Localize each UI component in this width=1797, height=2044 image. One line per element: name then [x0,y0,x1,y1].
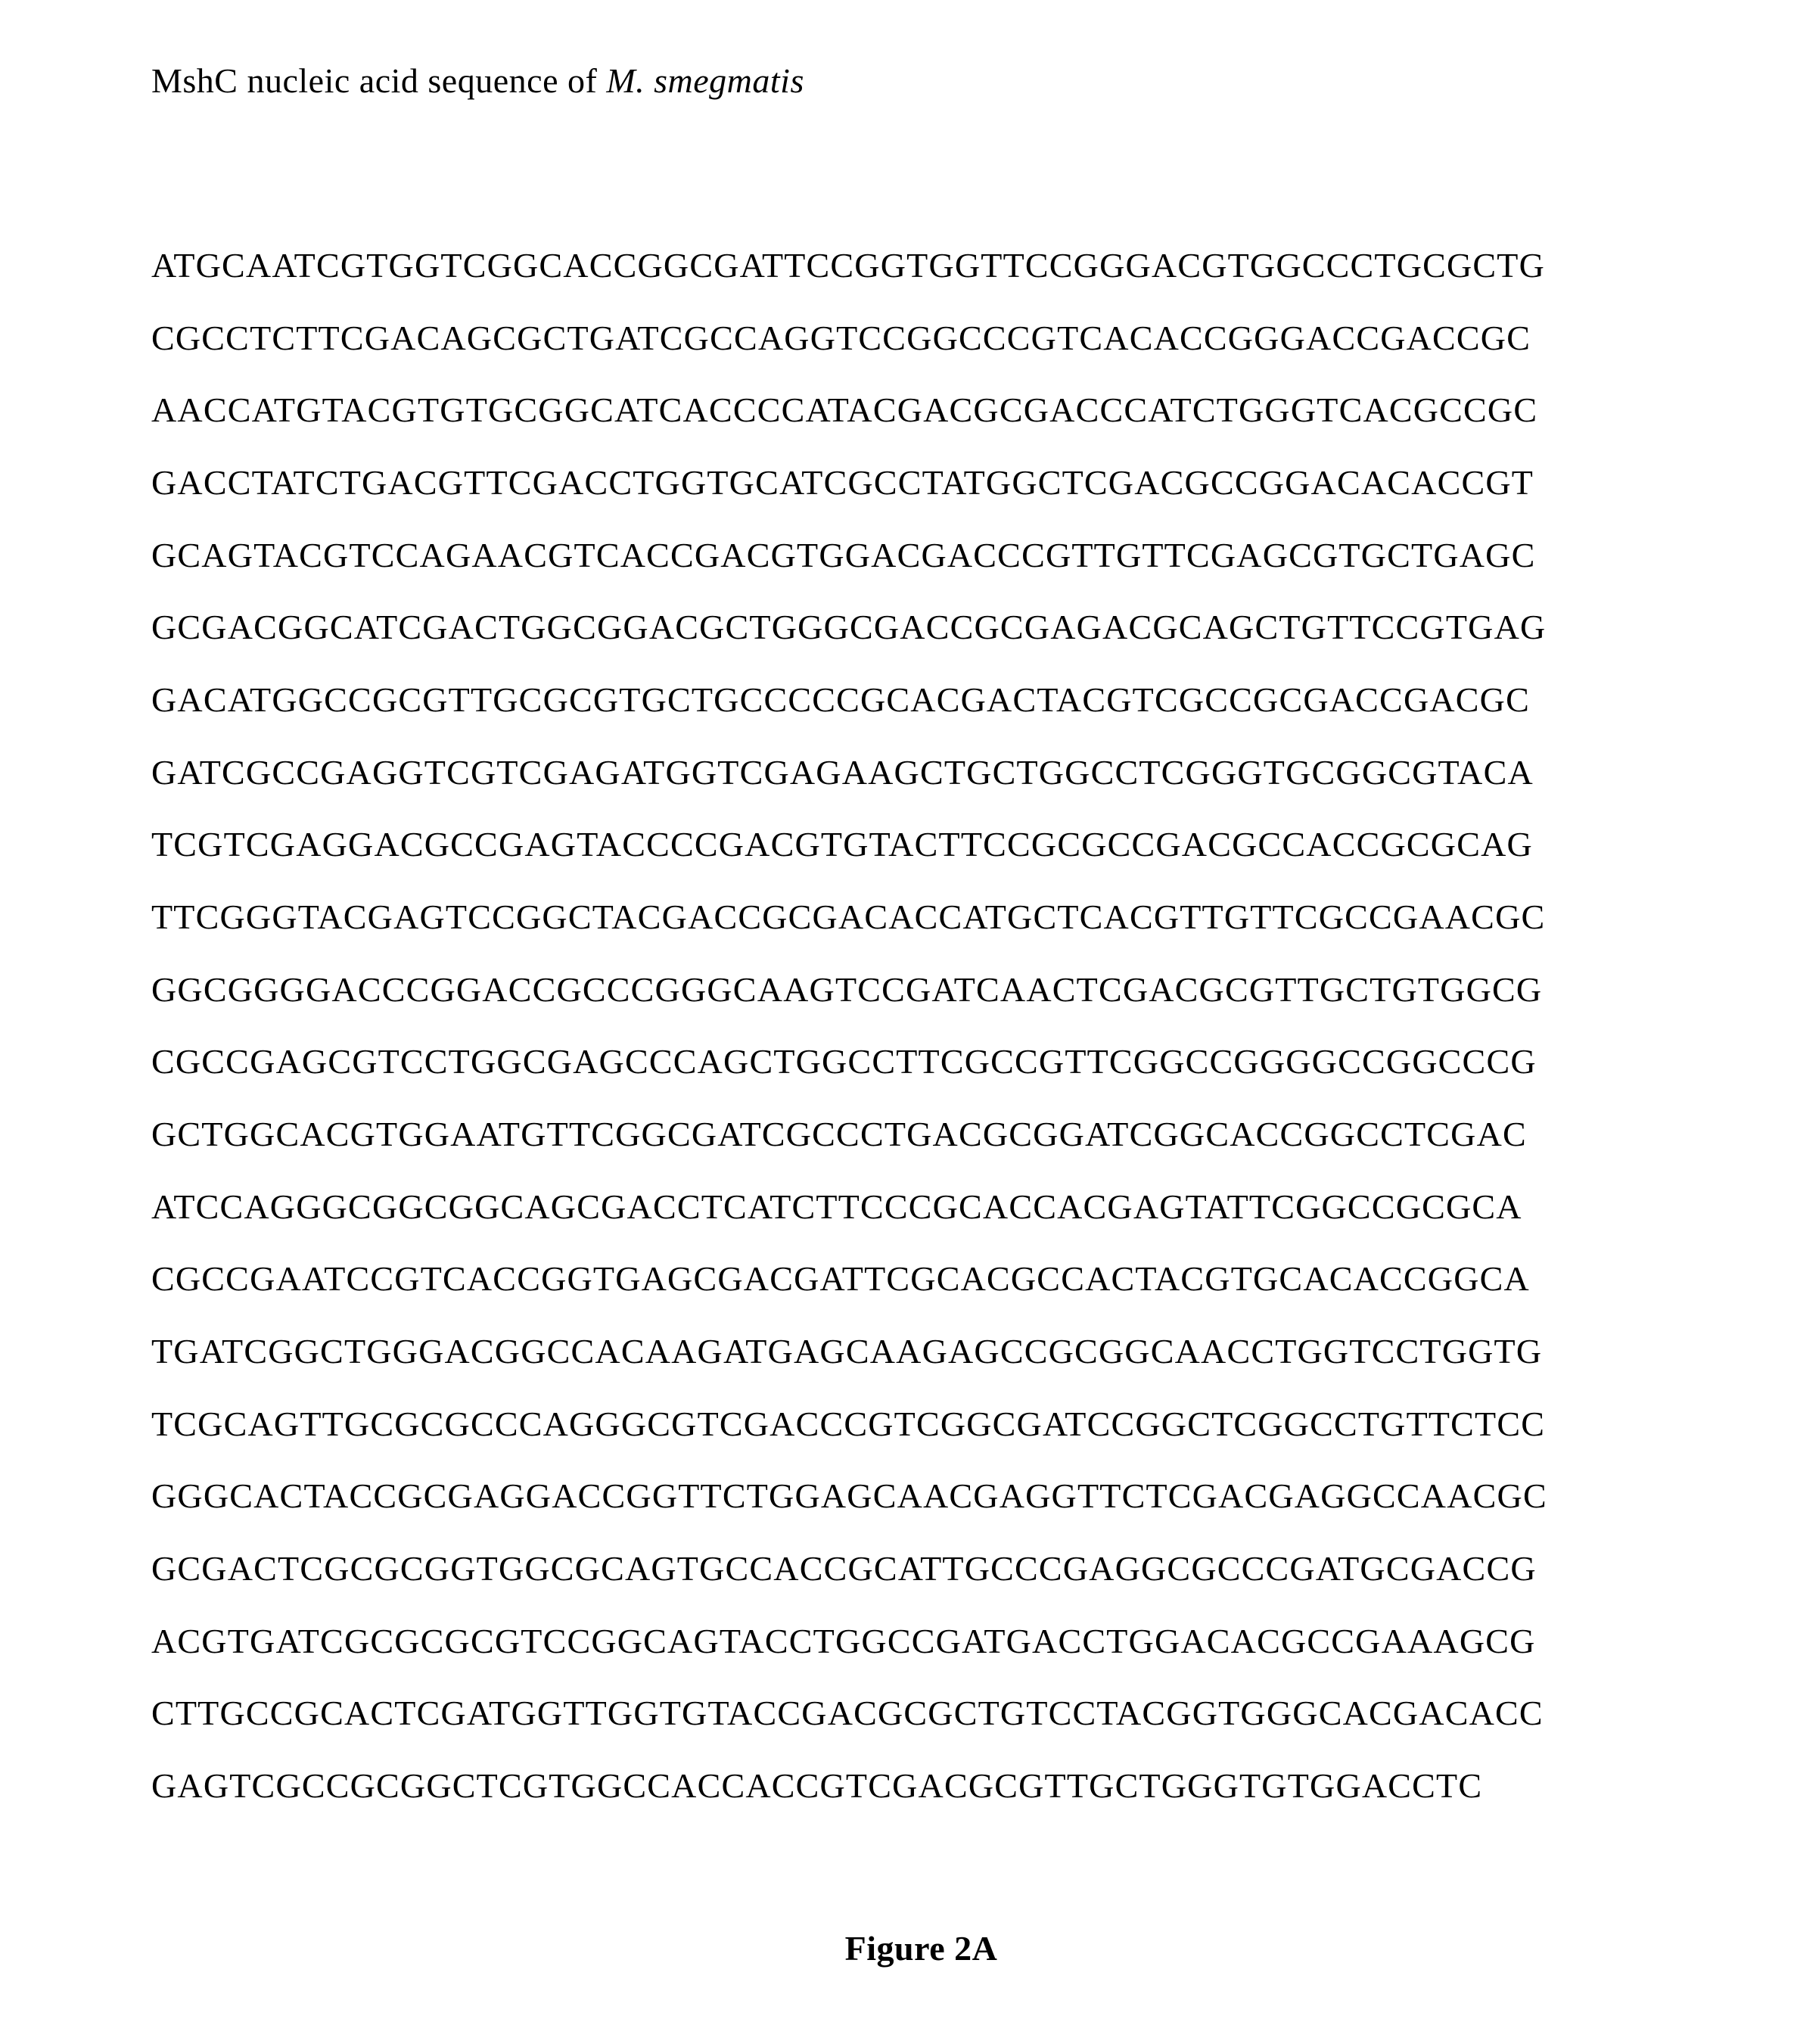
sequence-row: GGGCACTACCGCGAGGACCGGTTCTGGAGCAACGAGGTTC… [151,1460,1691,1532]
sequence-row: GATCGCCGAGGTCGTCGAGATGGTCGAGAAGCTGCTGGCC… [151,736,1691,809]
figure-label: Figure 2A [151,1928,1691,1968]
title-prefix: MshC nucleic acid sequence of [151,61,606,100]
sequence-row: GACATGGCCGCGTTGCGCGTGCTGCCCCCGCACGACTACG… [151,664,1691,736]
sequence-row: TCGTCGAGGACGCCGAGTACCCCGACGTGTACTTCCGCGC… [151,808,1691,881]
title-line: MshC nucleic acid sequence of M. smegmat… [151,61,1691,101]
sequence-row: GCGACTCGCGCGGTGGCGCAGTGCCACCGCATTGCCCGAG… [151,1532,1691,1605]
sequence-row: GACCTATCTGACGTTCGACCTGGTGCATCGCCTATGGCTC… [151,446,1691,519]
sequence-row: ATCCAGGGCGGCGGCAGCGACCTCATCTTCCCGCACCACG… [151,1171,1691,1243]
sequence-row: GCGACGGCATCGACTGGCGGACGCTGGGCGACCGCGAGAC… [151,591,1691,664]
sequence-row: CTTGCCGCACTCGATGGTTGGTGTACCGACGCGCTGTCCT… [151,1677,1691,1750]
sequence-row: GCTGGCACGTGGAATGTTCGGCGATCGCCCTGACGCGGAT… [151,1098,1691,1171]
sequence-block: ATGCAATCGTGGTCGGCACCGGCGATTCCGGTGGTTCCGG… [151,229,1691,1822]
sequence-row: ATGCAATCGTGGTCGGCACCGGCGATTCCGGTGGTTCCGG… [151,229,1691,302]
sequence-row: CGCCGAATCCGTCACCGGTGAGCGACGATTCGCACGCCAC… [151,1243,1691,1315]
sequence-row: GAGTCGCCGCGGCTCGTGGCCACCACCGTCGACGCGTTGC… [151,1750,1691,1822]
sequence-row: CGCCGAGCGTCCTGGCGAGCCCAGCTGGCCTTCGCCGTTC… [151,1025,1691,1098]
sequence-row: TGATCGGCTGGGACGGCCACAAGATGAGCAAGAGCCGCGG… [151,1315,1691,1388]
sequence-row: TCGCAGTTGCGCGCCCAGGGCGTCGACCCGTCGGCGATCC… [151,1388,1691,1461]
sequence-row: TTCGGGTACGAGTCCGGCTACGACCGCGACACCATGCTCA… [151,881,1691,954]
sequence-row: GGCGGGGACCCGGACCGCCCGGGCAAGTCCGATCAACTCG… [151,954,1691,1026]
title-species: M. smegmatis [606,61,804,100]
sequence-row: GCAGTACGTCCAGAACGTCACCGACGTGGACGACCCGTTG… [151,519,1691,592]
sequence-row: ACGTGATCGCGCGCGTCCGGCAGTACCTGGCCGATGACCT… [151,1605,1691,1678]
sequence-row: CGCCTCTTCGACAGCGCTGATCGCCAGGTCCGGCCCGTCA… [151,302,1691,375]
sequence-row: AACCATGTACGTGTGCGGCATCACCCCATACGACGCGACC… [151,374,1691,446]
